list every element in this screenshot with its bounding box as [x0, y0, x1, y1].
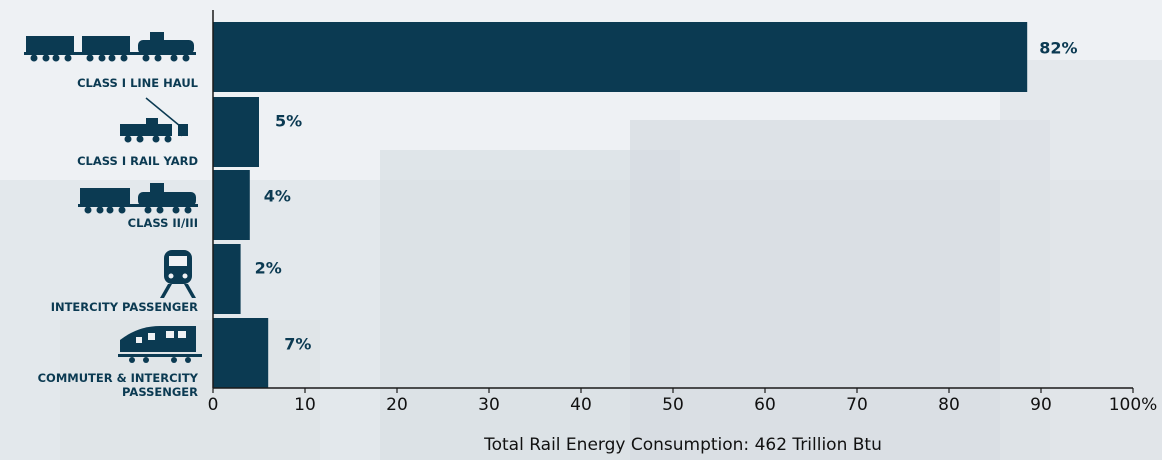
x-tick-label-9: 90: [1030, 395, 1052, 415]
short-line-train-icon: [78, 183, 198, 214]
data-label-2: 4%: [264, 187, 291, 206]
x-tick-label-10: 100%: [1109, 395, 1158, 415]
passenger-train-icon: [160, 250, 196, 298]
x-tick-label-4: 40: [570, 395, 592, 415]
x-tick-label-0: 0: [208, 395, 219, 415]
x-tick-label-8: 80: [938, 395, 960, 415]
commuter-train-icon: [118, 326, 202, 363]
data-label-0: 82%: [1039, 39, 1077, 58]
bar-0: [213, 22, 1028, 92]
x-tick-label-7: 70: [846, 395, 868, 415]
x-tick-label-3: 30: [478, 395, 500, 415]
x-axis-title: Total Rail Energy Consumption: 462 Trill…: [483, 435, 882, 455]
x-tick-label-5: 50: [662, 395, 684, 415]
x-tick-label-6: 60: [754, 395, 776, 415]
category-label-class-i-rail-yard: CLASS I RAIL YARD: [77, 154, 198, 168]
category-label-class-i-line-haul: CLASS I LINE HAUL: [77, 76, 198, 90]
rail-yard-crane-icon: [120, 97, 188, 143]
bar-2: [213, 170, 250, 240]
data-label-1: 5%: [275, 112, 302, 131]
category-label-class-ii-iii: CLASS II/III: [127, 216, 198, 230]
category-label-intercity-passenger: INTERCITY PASSENGER: [50, 300, 198, 314]
data-label-3: 2%: [255, 259, 282, 278]
x-tick-label-1: 10: [294, 395, 316, 415]
x-tick-label-2: 20: [386, 395, 408, 415]
bar-4: [213, 318, 269, 388]
category-label-commuter-intercity-passenger: COMMUTER & INTERCITY PASSENGER: [37, 371, 198, 399]
bar-1: [213, 97, 259, 167]
bar-3: [213, 244, 241, 314]
freight-train-icon: [24, 32, 196, 62]
data-label-4: 7%: [284, 335, 311, 354]
